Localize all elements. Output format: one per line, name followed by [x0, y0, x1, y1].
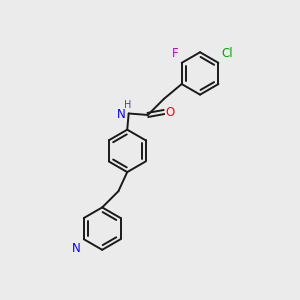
Text: N: N	[116, 109, 125, 122]
Text: Cl: Cl	[221, 47, 233, 60]
Text: F: F	[172, 47, 179, 61]
Text: H: H	[124, 100, 131, 110]
Text: O: O	[166, 106, 175, 118]
Text: N: N	[72, 242, 80, 255]
